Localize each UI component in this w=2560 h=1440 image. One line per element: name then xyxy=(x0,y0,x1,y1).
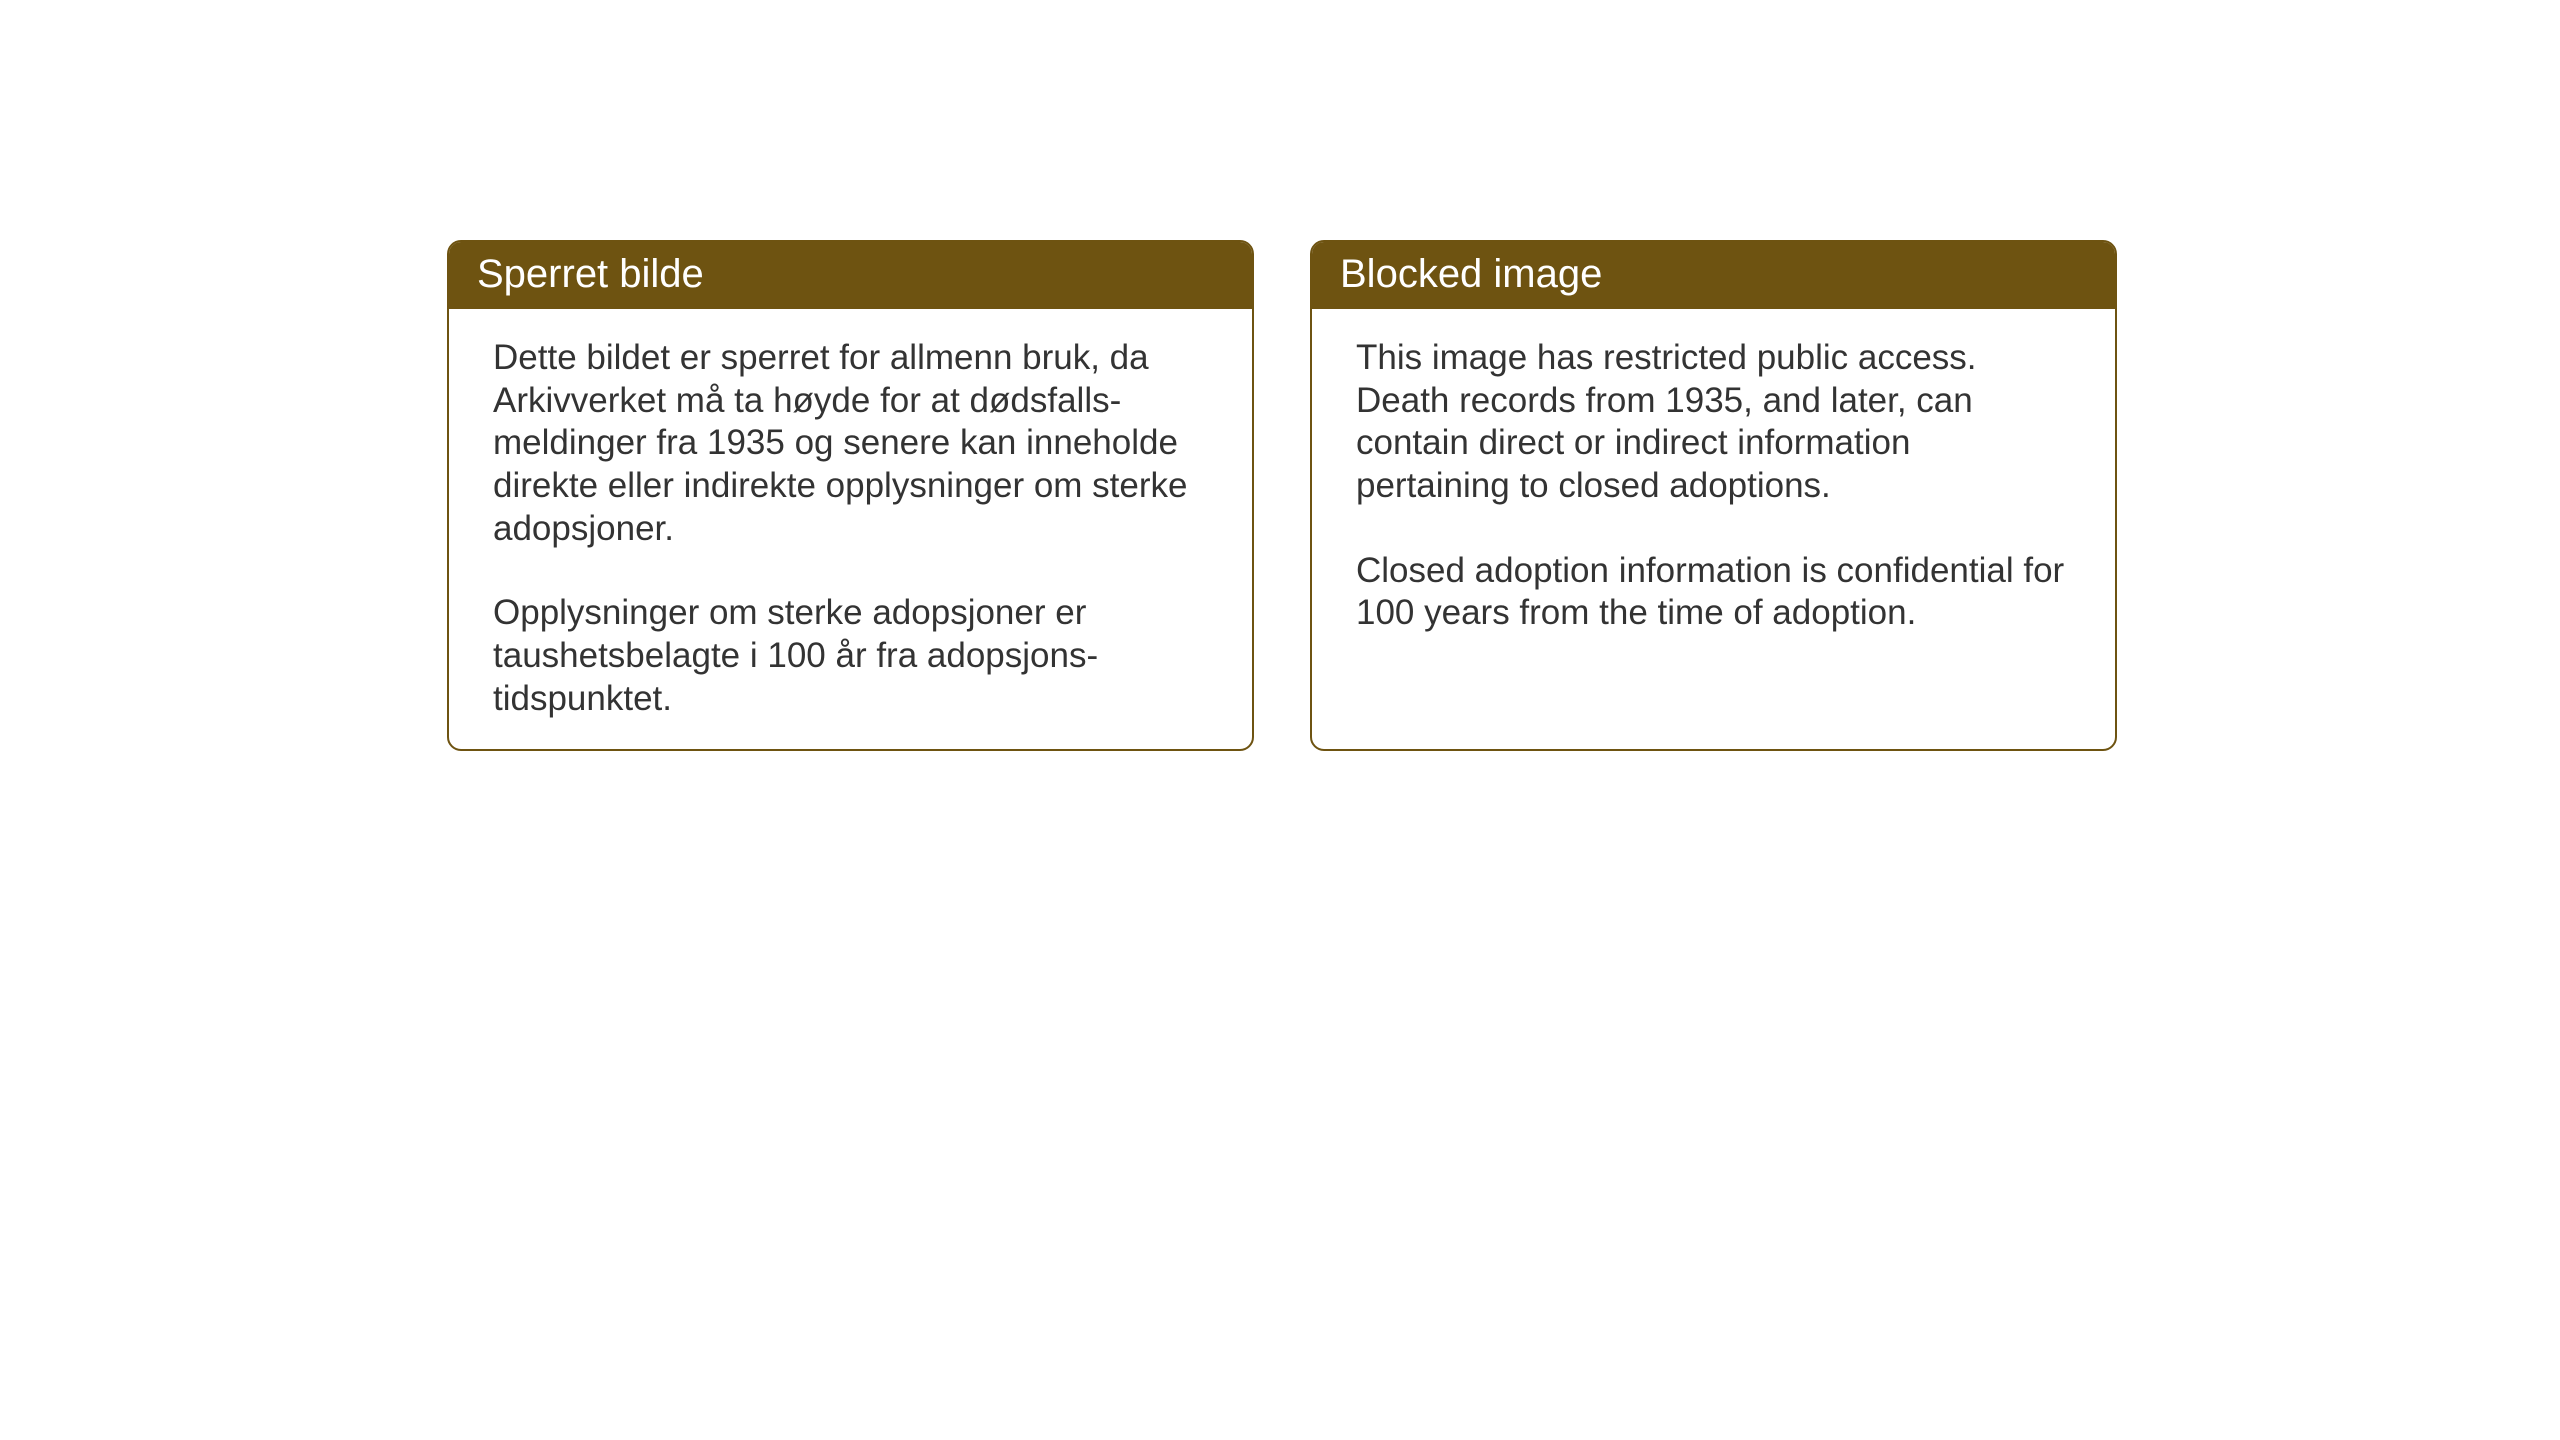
norwegian-card-body: Dette bildet er sperret for allmenn bruk… xyxy=(449,309,1252,749)
english-notice-card: Blocked image This image has restricted … xyxy=(1310,240,2117,751)
english-paragraph-2: Closed adoption information is confident… xyxy=(1356,550,2071,635)
english-card-title: Blocked image xyxy=(1312,242,2115,309)
norwegian-card-title: Sperret bilde xyxy=(449,242,1252,309)
norwegian-paragraph-1: Dette bildet er sperret for allmenn bruk… xyxy=(493,337,1208,550)
english-card-body: This image has restricted public access.… xyxy=(1312,309,2115,697)
norwegian-paragraph-2: Opplysninger om sterke adopsjoner er tau… xyxy=(493,592,1208,720)
norwegian-notice-card: Sperret bilde Dette bildet er sperret fo… xyxy=(447,240,1254,751)
notice-container: Sperret bilde Dette bildet er sperret fo… xyxy=(447,240,2117,751)
english-paragraph-1: This image has restricted public access.… xyxy=(1356,337,2071,508)
